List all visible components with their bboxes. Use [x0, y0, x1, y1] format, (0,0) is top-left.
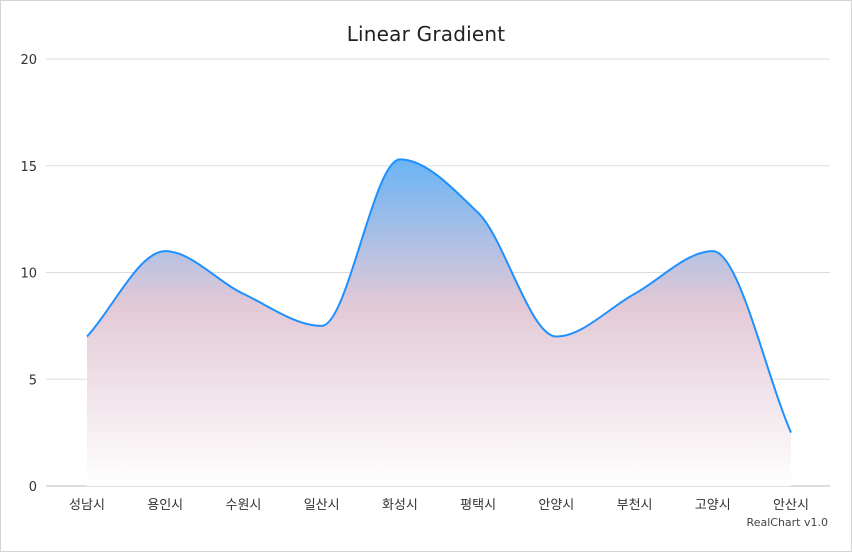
chart-title: Linear Gradient	[346, 22, 506, 46]
chart-credit: RealChart v1.0	[746, 516, 828, 529]
y-tick-label: 20	[20, 53, 37, 68]
x-tick-label: 부천시	[617, 498, 653, 513]
x-tick-label: 일산시	[304, 498, 340, 513]
data-point-6	[553, 334, 559, 340]
data-point-2	[240, 291, 246, 297]
x-tick-label: 성남시	[69, 498, 105, 513]
y-tick-label: 15	[20, 160, 37, 175]
x-tick-label: 용인시	[147, 498, 183, 513]
area-fill	[87, 159, 791, 486]
x-tick-label: 수원시	[225, 498, 261, 513]
data-point-5	[475, 210, 481, 216]
y-axis-ticks: 0 5 10 15 20	[20, 53, 37, 495]
y-tick-label: 5	[29, 373, 37, 388]
x-axis-ticks: 성남시 용인시 수원시 일산시 화성시 평택시 안양시 부천시 고양시 안산시	[69, 498, 809, 513]
data-point-7	[632, 291, 638, 297]
data-point-8	[710, 248, 716, 254]
x-tick-label: 안양시	[538, 498, 574, 513]
series-line	[86, 158, 792, 434]
x-tick-label: 화성시	[382, 498, 418, 513]
x-tick-label: 평택시	[460, 498, 496, 513]
x-tick-label: 고양시	[695, 498, 731, 513]
data-point-0	[84, 334, 90, 340]
y-tick-label: 0	[29, 480, 37, 495]
x-tick-label: 안산시	[773, 498, 809, 513]
data-point-3	[319, 323, 325, 329]
data-point-9	[788, 430, 794, 436]
data-point-4	[397, 156, 403, 162]
y-tick-label: 10	[20, 267, 37, 282]
data-point-1	[162, 248, 168, 254]
